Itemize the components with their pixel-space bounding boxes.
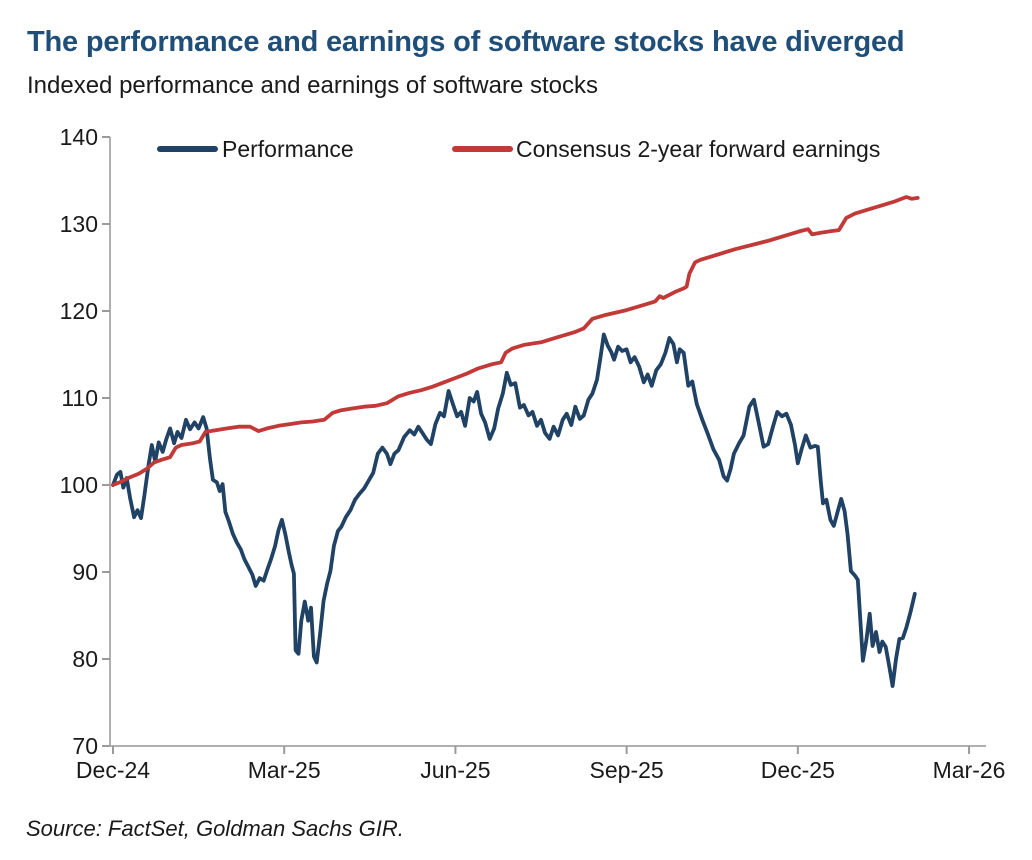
y-tick-label: 120 <box>60 298 98 324</box>
y-axis-ticks: 70 80 90 100 110 120 130 140 <box>60 124 110 759</box>
legend-label-earnings: Consensus 2-year forward earnings <box>516 136 880 162</box>
y-tick-label: 140 <box>60 124 98 150</box>
x-axis-ticks: Dec-24 Mar-25 Jun-25 Sep-25 Dec-25 Mar-26 <box>76 746 1006 783</box>
y-tick-label: 100 <box>60 472 98 498</box>
x-tick-label: Dec-25 <box>761 757 835 783</box>
x-tick-label: Sep-25 <box>590 757 664 783</box>
chart-series <box>111 195 920 688</box>
chart-legend: Performance Consensus 2-year forward ear… <box>157 136 880 162</box>
axes <box>109 137 986 747</box>
y-tick-label: 70 <box>72 733 98 759</box>
x-tick-label: Dec-24 <box>76 757 150 783</box>
source-note: Source: FactSet, Goldman Sachs GIR. <box>26 816 404 841</box>
y-tick-label: 90 <box>72 559 98 585</box>
x-tick-label: Mar-26 <box>933 757 1006 783</box>
legend-label-performance: Performance <box>222 136 354 162</box>
chart-subtitle: Indexed performance and earnings of soft… <box>27 72 598 99</box>
performance-line <box>111 332 917 688</box>
earnings-line <box>111 195 920 487</box>
y-tick-label: 130 <box>60 211 98 237</box>
x-tick-label: Mar-25 <box>248 757 321 783</box>
chart-title: The performance and earnings of software… <box>27 26 905 58</box>
x-tick-label: Jun-25 <box>420 757 490 783</box>
y-tick-label: 110 <box>61 385 98 411</box>
y-tick-label: 80 <box>72 646 98 672</box>
